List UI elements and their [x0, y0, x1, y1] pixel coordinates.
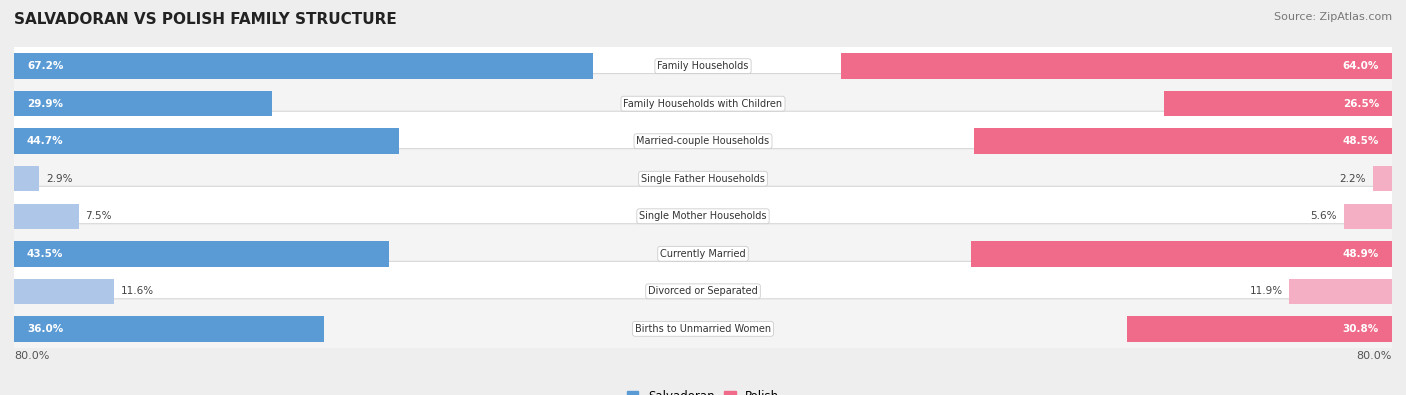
Legend: Salvadoran, Polish: Salvadoran, Polish — [621, 385, 785, 395]
Bar — [970, 241, 1392, 267]
Bar — [14, 53, 593, 79]
Text: 29.9%: 29.9% — [27, 99, 63, 109]
Text: Source: ZipAtlas.com: Source: ZipAtlas.com — [1274, 12, 1392, 22]
Text: Family Households with Children: Family Households with Children — [623, 99, 783, 109]
FancyBboxPatch shape — [7, 186, 1399, 246]
Bar — [1374, 166, 1392, 192]
Text: 48.5%: 48.5% — [1343, 136, 1379, 146]
Bar — [1289, 278, 1392, 304]
Text: 7.5%: 7.5% — [86, 211, 112, 221]
FancyBboxPatch shape — [7, 149, 1399, 209]
Text: 11.6%: 11.6% — [121, 286, 155, 296]
FancyBboxPatch shape — [7, 224, 1399, 284]
Text: Currently Married: Currently Married — [661, 249, 745, 259]
Text: 48.9%: 48.9% — [1343, 249, 1379, 259]
FancyBboxPatch shape — [7, 111, 1399, 171]
Text: 43.5%: 43.5% — [27, 249, 63, 259]
Text: 64.0%: 64.0% — [1343, 61, 1379, 71]
FancyBboxPatch shape — [7, 36, 1399, 96]
Text: 80.0%: 80.0% — [14, 351, 49, 361]
Bar — [1344, 203, 1392, 229]
Bar — [14, 241, 388, 267]
Bar — [14, 128, 399, 154]
Text: 36.0%: 36.0% — [27, 324, 63, 334]
Bar — [974, 128, 1392, 154]
Text: Divorced or Separated: Divorced or Separated — [648, 286, 758, 296]
Text: 26.5%: 26.5% — [1343, 99, 1379, 109]
FancyBboxPatch shape — [7, 299, 1399, 359]
Text: SALVADORAN VS POLISH FAMILY STRUCTURE: SALVADORAN VS POLISH FAMILY STRUCTURE — [14, 12, 396, 27]
Bar — [841, 53, 1392, 79]
Text: Married-couple Households: Married-couple Households — [637, 136, 769, 146]
Text: 11.9%: 11.9% — [1250, 286, 1282, 296]
Text: Single Mother Households: Single Mother Households — [640, 211, 766, 221]
FancyBboxPatch shape — [7, 261, 1399, 322]
Text: Family Households: Family Households — [658, 61, 748, 71]
Bar — [14, 91, 271, 117]
Text: 2.2%: 2.2% — [1340, 174, 1367, 184]
Text: 2.9%: 2.9% — [46, 174, 73, 184]
Text: 44.7%: 44.7% — [27, 136, 63, 146]
Bar — [14, 278, 114, 304]
Text: 30.8%: 30.8% — [1343, 324, 1379, 334]
Text: Births to Unmarried Women: Births to Unmarried Women — [636, 324, 770, 334]
Text: Single Father Households: Single Father Households — [641, 174, 765, 184]
Bar — [1126, 316, 1392, 342]
Text: 5.6%: 5.6% — [1310, 211, 1337, 221]
Bar — [1164, 91, 1392, 117]
Text: 80.0%: 80.0% — [1357, 351, 1392, 361]
FancyBboxPatch shape — [7, 73, 1399, 134]
Bar — [14, 203, 79, 229]
Text: 67.2%: 67.2% — [27, 61, 63, 71]
Bar — [14, 316, 323, 342]
Bar — [14, 166, 39, 192]
